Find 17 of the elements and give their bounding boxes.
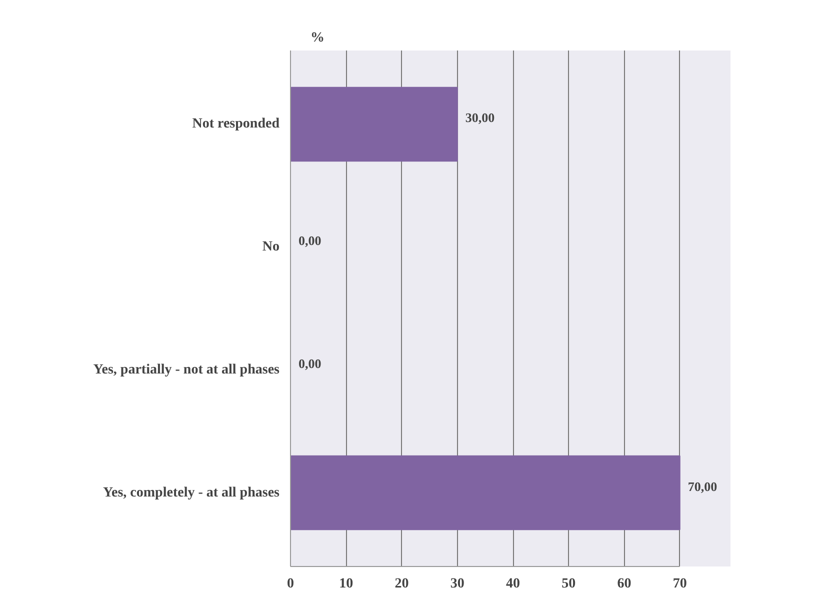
data-label: 0,00 — [298, 356, 322, 371]
y-tick-label: Yes, completely - at all phases — [102, 485, 280, 500]
x-tick-label: 40 — [506, 576, 520, 592]
x-tick-label: 20 — [394, 576, 409, 592]
y-tick-label: No — [262, 240, 280, 255]
data-label: 0,00 — [298, 233, 322, 248]
data-label: 30,00 — [465, 110, 495, 126]
y-tick-label: Yes, partially - not at all phases — [93, 362, 280, 378]
y-tick-label: Not responded — [192, 116, 280, 132]
x-tick-label: 60 — [617, 576, 632, 592]
data-label: 70,00 — [688, 478, 718, 494]
x-tick-label: 0 — [287, 576, 294, 592]
x-axis-title: % — [310, 30, 324, 46]
x-tick-label: 10 — [339, 576, 354, 592]
x-tick-label: 50 — [562, 576, 576, 592]
x-tick-label: 30 — [450, 576, 464, 592]
x-tick-label: 70 — [672, 576, 687, 592]
